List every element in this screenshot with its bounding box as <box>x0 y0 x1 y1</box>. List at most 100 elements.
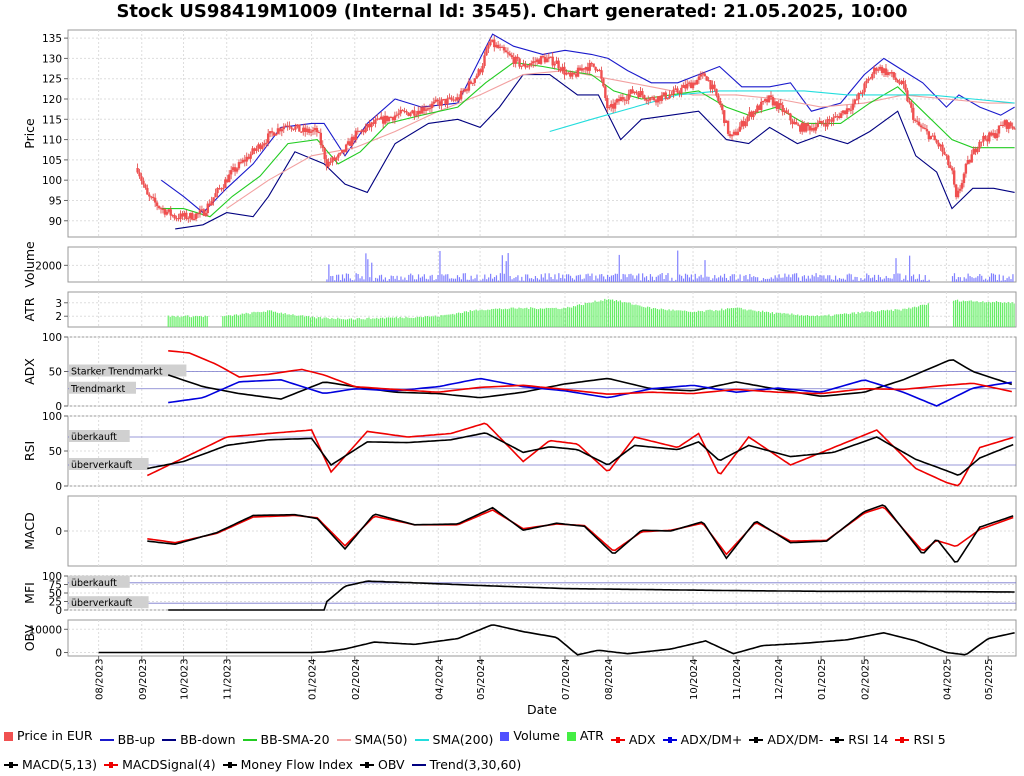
price-candle-81 <box>294 126 297 130</box>
atr-bar-352 <box>853 312 855 327</box>
price-candle-201 <box>528 65 531 67</box>
atr-bar-199 <box>555 307 557 327</box>
volume-bar-250 <box>813 276 815 282</box>
volume-bar-9 <box>343 278 346 282</box>
price-candle-141 <box>411 110 414 114</box>
volume-bar-19 <box>363 279 365 282</box>
atr-bar-236 <box>627 302 629 327</box>
price-candle-310 <box>740 120 743 127</box>
volume-bar-267 <box>846 274 848 282</box>
volume-bar-213 <box>741 280 743 282</box>
price-candle-40 <box>214 193 217 198</box>
volume-bar-38 <box>400 276 402 282</box>
price-candle-254 <box>631 89 634 94</box>
volume-bar-198 <box>712 278 714 282</box>
atr-bar-421 <box>988 301 990 327</box>
atr-bar-234 <box>623 302 625 327</box>
atr-bar-321 <box>793 314 795 327</box>
date-tick-label-11: 11/2024 <box>732 658 743 700</box>
x-axis-label: Date <box>527 702 557 717</box>
volume-axis-label: Volume <box>22 241 37 288</box>
price-ytick-label-6: 120 <box>42 94 62 106</box>
price-candle-317 <box>754 111 757 113</box>
atr-bar-404 <box>954 300 957 327</box>
atr-bar-370 <box>888 310 890 327</box>
volume-bar-299 <box>909 255 911 282</box>
legend-label: MACD(5,13) <box>22 756 98 772</box>
legend-label: MACDSignal(4) <box>122 756 216 772</box>
volume-bar-25 <box>375 277 377 282</box>
volume-bar-298 <box>907 280 909 282</box>
volume-bar-231 <box>776 277 778 282</box>
price-candle-268 <box>658 96 662 101</box>
price-candle-78 <box>288 125 291 128</box>
price-candle-332 <box>783 110 786 112</box>
price-candle-127 <box>383 115 387 124</box>
volume-bar-72 <box>466 279 468 282</box>
price-candle-216 <box>557 60 560 69</box>
atr-bar-133 <box>426 316 429 327</box>
volume-bar-130 <box>579 274 581 282</box>
date-tick-label-13: 01/2025 <box>817 658 828 700</box>
price-candle-237 <box>598 69 601 71</box>
legend-swatch <box>500 731 510 741</box>
atr-bar-210 <box>576 304 579 327</box>
atr-bar-254 <box>662 309 664 327</box>
volume-bar-270 <box>852 279 854 282</box>
atr-bar-52 <box>268 310 271 327</box>
rsi-ytick-label-1: 50 <box>49 446 62 458</box>
atr-bar-195 <box>547 308 549 327</box>
price-candle-184 <box>495 44 498 48</box>
atr-bar-140 <box>440 315 442 327</box>
volume-bar-100 <box>521 276 523 282</box>
chart-legend: Price in EUR BB-up BB-down BB-SMA-20 SMA(50)… <box>4 725 1020 776</box>
price-candle-350 <box>818 120 821 124</box>
price-candle-264 <box>650 97 654 99</box>
adx-trend-tag: Trendmarkt <box>70 384 125 395</box>
price-candle-128 <box>385 115 389 122</box>
price-candle-134 <box>397 113 400 115</box>
volume-bar-336 <box>981 275 983 282</box>
date-tick-label-6: 04/2024 <box>434 658 445 700</box>
volume-bar-101 <box>523 280 525 282</box>
atr-bar-15 <box>196 316 199 327</box>
rsi-ytick-label-0: 0 <box>55 481 62 493</box>
atr-bar-20 <box>206 316 208 327</box>
price-candle-114 <box>358 131 361 133</box>
volume-bar-65 <box>453 278 455 282</box>
atr-bar-89 <box>341 319 343 327</box>
price-candle-169 <box>465 89 469 91</box>
volume-bar-344 <box>996 280 998 282</box>
volume-bar-215 <box>745 274 747 282</box>
price-candle-61 <box>255 148 258 151</box>
price-candle-209 <box>543 57 547 63</box>
volume-bar-97 <box>515 277 517 282</box>
price-candle-76 <box>284 125 287 127</box>
price-candle-413 <box>941 144 944 152</box>
volume-bar-222 <box>758 280 761 282</box>
volume-bar-296 <box>903 278 905 282</box>
volume-bar-32 <box>388 279 390 282</box>
price-candle-353 <box>824 124 827 127</box>
atr-bar-247 <box>649 307 651 327</box>
legend-item: ADX/DM+ <box>662 729 742 751</box>
price-candle-425 <box>964 163 968 174</box>
price-candle-279 <box>680 87 683 94</box>
price-candle-449 <box>1011 126 1014 129</box>
atr-bar-18 <box>202 316 204 327</box>
price-candle-382 <box>880 66 884 73</box>
atr-bar-251 <box>656 308 659 327</box>
volume-bar-340 <box>988 276 991 282</box>
atr-bar-222 <box>600 300 602 327</box>
atr-bar-194 <box>545 307 547 327</box>
legend-item: ADX <box>610 729 656 751</box>
atr-bar-151 <box>461 312 464 327</box>
atr-bar-170 <box>498 308 501 327</box>
price-candle-292 <box>705 76 708 81</box>
atr-bar-112 <box>385 317 388 327</box>
volume-bar-141 <box>601 274 603 282</box>
volume-bar-327 <box>963 277 965 282</box>
volume-bar-160 <box>638 273 640 282</box>
atr-bar-225 <box>606 299 608 327</box>
volume-bar-3 <box>332 275 334 282</box>
